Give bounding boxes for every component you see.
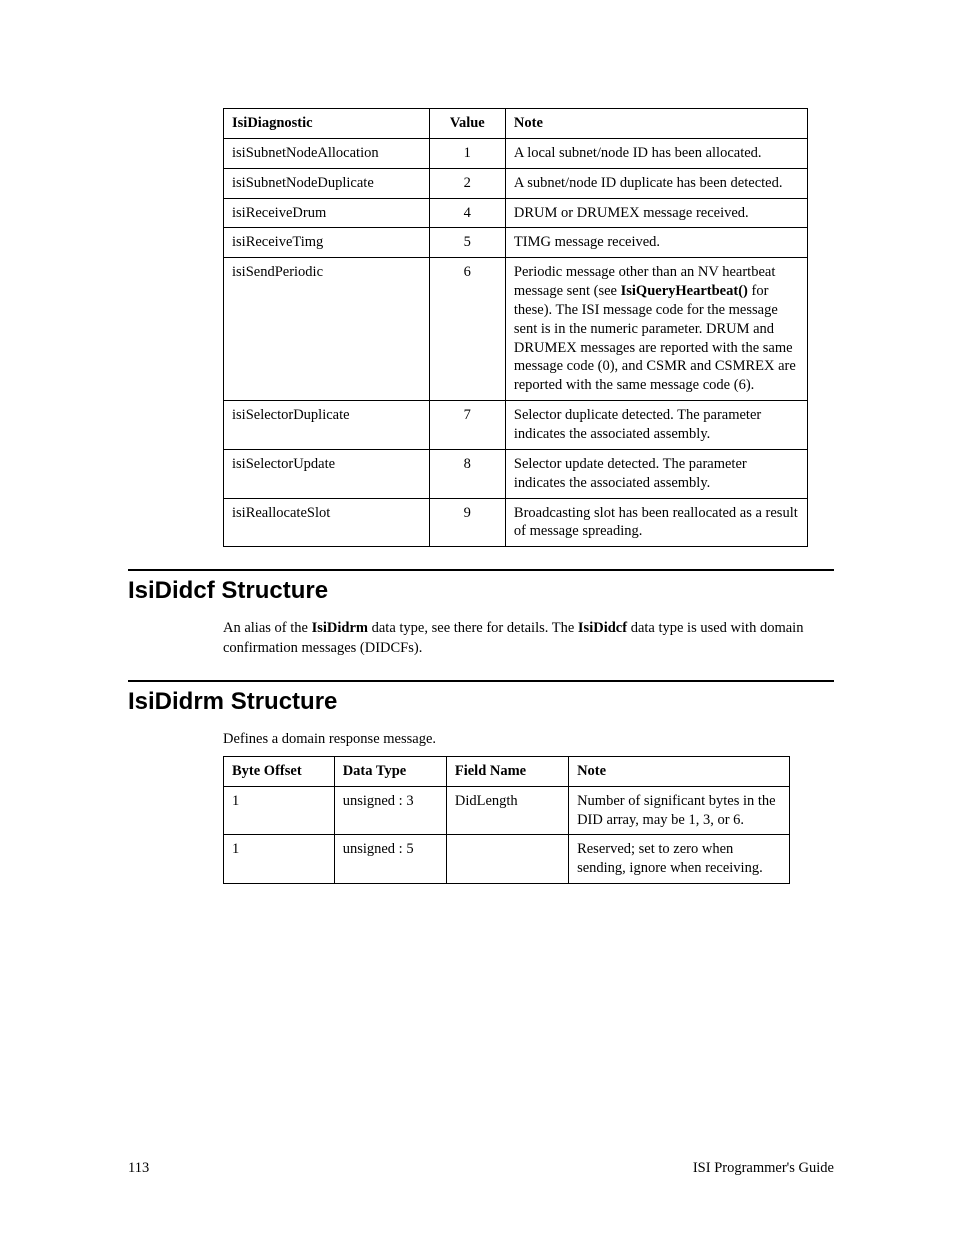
cell-name: isiSelectorDuplicate — [224, 401, 430, 450]
bold-isididrm: IsiDidrm — [312, 620, 368, 636]
text: data type, see there for details. The — [368, 620, 578, 636]
footer-title: ISI Programmer's Guide — [693, 1160, 834, 1177]
table-row: isiSendPeriodic 6 Periodic message other… — [224, 258, 808, 401]
section-isididcf: IsiDidcf Structure An alias of the IsiDi… — [128, 569, 834, 658]
cell-note: Periodic message other than an NV heartb… — [505, 258, 807, 401]
table-row: isiReallocateSlot 9 Broadcasting slot ha… — [224, 498, 808, 547]
col-header-value: Value — [429, 109, 505, 139]
cell-note: TIMG message received. — [505, 228, 807, 258]
table-row: isiReceiveTimg 5 TIMG message received. — [224, 228, 808, 258]
isididrm-table: Byte Offset Data Type Field Name Note 1 … — [223, 756, 790, 884]
col-header-note: Note — [505, 109, 807, 139]
table-row: isiSelectorDuplicate 7 Selector duplicat… — [224, 401, 808, 450]
cell-note: Selector update detected. The parameter … — [505, 449, 807, 498]
table-row: isiSubnetNodeDuplicate 2 A subnet/node I… — [224, 168, 808, 198]
table-row: isiReceiveDrum 4 DRUM or DRUMEX message … — [224, 198, 808, 228]
text: An alias of the — [223, 620, 312, 636]
cell-name: isiReallocateSlot — [224, 498, 430, 547]
table-header-row: IsiDiagnostic Value Note — [224, 109, 808, 139]
para-isididcf: An alias of the IsiDidrm data type, see … — [223, 619, 813, 658]
cell-value: 9 — [429, 498, 505, 547]
cell-note: Selector duplicate detected. The paramet… — [505, 401, 807, 450]
cell-note: A subnet/node ID duplicate has been dete… — [505, 168, 807, 198]
cell-value: 6 — [429, 258, 505, 401]
table-row: 1 unsigned : 5 Reserved; set to zero whe… — [224, 835, 790, 884]
cell-value: 4 — [429, 198, 505, 228]
cell-note: A local subnet/node ID has been allocate… — [505, 138, 807, 168]
cell-dtype: unsigned : 5 — [334, 835, 446, 884]
cell-offset: 1 — [224, 835, 335, 884]
cell-fname — [446, 835, 568, 884]
cell-name: isiReceiveDrum — [224, 198, 430, 228]
section-isididrm: IsiDidrm Structure Defines a domain resp… — [128, 680, 834, 750]
cell-dtype: unsigned : 3 — [334, 786, 446, 835]
col-header-byte-offset: Byte Offset — [224, 756, 335, 786]
page: IsiDiagnostic Value Note isiSubnetNodeAl… — [0, 0, 954, 1235]
note-post: for these). The ISI message code for the… — [514, 283, 796, 393]
cell-note: DRUM or DRUMEX message received. — [505, 198, 807, 228]
heading-isididcf: IsiDidcf Structure — [128, 569, 834, 609]
cell-name: isiSubnetNodeDuplicate — [224, 168, 430, 198]
cell-fname: DidLength — [446, 786, 568, 835]
bold-isididcf: IsiDidcf — [578, 620, 627, 636]
cell-value: 5 — [429, 228, 505, 258]
table-header-row: Byte Offset Data Type Field Name Note — [224, 756, 790, 786]
cell-note: Broadcasting slot has been reallocated a… — [505, 498, 807, 547]
cell-offset: 1 — [224, 786, 335, 835]
page-footer: 113 ISI Programmer's Guide — [128, 1160, 834, 1177]
cell-name: isiSubnetNodeAllocation — [224, 138, 430, 168]
cell-name: isiReceiveTimg — [224, 228, 430, 258]
cell-name: isiSendPeriodic — [224, 258, 430, 401]
table-row: 1 unsigned : 3 DidLength Number of signi… — [224, 786, 790, 835]
col-header-data-type: Data Type — [334, 756, 446, 786]
cell-value: 7 — [429, 401, 505, 450]
table-row: isiSubnetNodeAllocation 1 A local subnet… — [224, 138, 808, 168]
page-number: 113 — [128, 1160, 149, 1177]
cell-value: 8 — [429, 449, 505, 498]
cell-value: 2 — [429, 168, 505, 198]
note-bold: IsiQueryHeartbeat() — [621, 283, 748, 299]
cell-note: Reserved; set to zero when sending, igno… — [569, 835, 790, 884]
cell-value: 1 — [429, 138, 505, 168]
col-header-field-name: Field Name — [446, 756, 568, 786]
cell-note: Number of significant bytes in the DID a… — [569, 786, 790, 835]
cell-name: isiSelectorUpdate — [224, 449, 430, 498]
col-header-note: Note — [569, 756, 790, 786]
heading-isididrm: IsiDidrm Structure — [128, 680, 834, 720]
col-header-isidiagnostic: IsiDiagnostic — [224, 109, 430, 139]
isidiagnostic-table: IsiDiagnostic Value Note isiSubnetNodeAl… — [223, 108, 808, 547]
para-isididrm: Defines a domain response message. — [223, 730, 813, 750]
table-row: isiSelectorUpdate 8 Selector update dete… — [224, 449, 808, 498]
